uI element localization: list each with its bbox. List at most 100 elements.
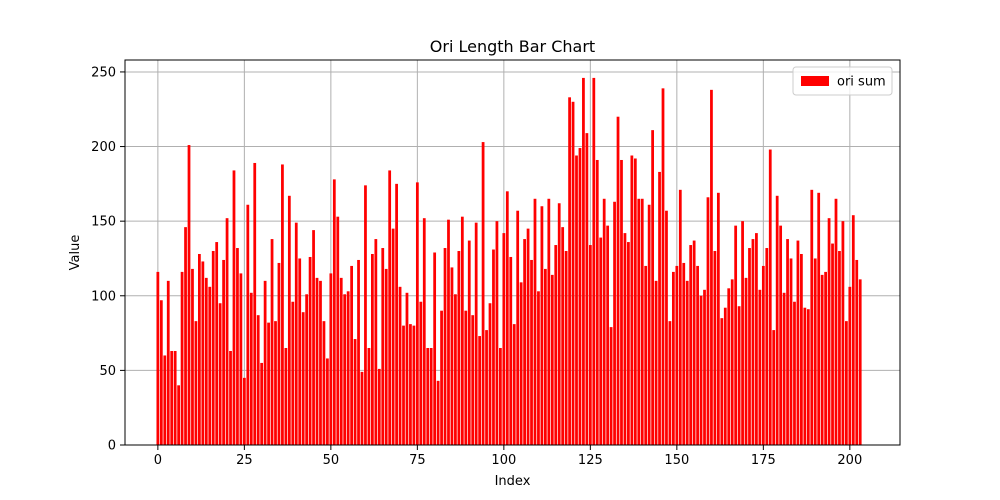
bar xyxy=(689,245,693,445)
bar xyxy=(315,277,319,445)
bar xyxy=(779,225,783,445)
bar xyxy=(782,292,786,445)
bar xyxy=(526,228,530,445)
bar xyxy=(291,301,295,445)
bar xyxy=(329,273,333,445)
bar xyxy=(166,280,170,445)
bar xyxy=(537,291,540,445)
bar xyxy=(793,301,796,445)
bar xyxy=(253,162,257,445)
y-tick-label: 150 xyxy=(91,215,116,230)
bar xyxy=(692,240,696,445)
bar xyxy=(159,300,163,445)
bar xyxy=(696,265,699,445)
bar xyxy=(533,198,537,445)
bar xyxy=(256,315,260,445)
bar xyxy=(377,368,381,445)
bar xyxy=(658,171,661,445)
bar xyxy=(218,303,222,445)
bar xyxy=(588,245,592,445)
bar xyxy=(730,279,734,445)
bar xyxy=(627,242,630,445)
bar xyxy=(346,291,350,445)
x-tick-label: 25 xyxy=(236,453,253,468)
legend-label: ori sum xyxy=(837,75,886,90)
bars xyxy=(156,77,862,446)
bar xyxy=(239,273,243,445)
bar xyxy=(661,88,665,445)
y-axis-label: Value xyxy=(68,235,83,271)
x-tick-label: 200 xyxy=(837,453,862,468)
bar xyxy=(447,219,450,445)
bar xyxy=(339,277,343,445)
x-tick-label: 175 xyxy=(751,453,776,468)
bar xyxy=(810,189,814,445)
bar xyxy=(415,182,419,446)
bar xyxy=(530,259,533,445)
bar xyxy=(734,225,738,445)
bar xyxy=(841,221,845,445)
bar xyxy=(543,268,547,445)
bar xyxy=(748,248,751,445)
bar xyxy=(184,227,187,445)
bar xyxy=(322,321,326,445)
bar xyxy=(758,289,762,445)
bar xyxy=(177,385,181,445)
bar xyxy=(204,277,208,445)
bar xyxy=(654,280,658,445)
bar xyxy=(827,218,831,445)
bar xyxy=(716,192,720,445)
bar xyxy=(585,133,589,445)
bar xyxy=(671,271,675,445)
legend: ori sum xyxy=(792,66,893,96)
bar xyxy=(201,261,205,445)
bar xyxy=(547,198,551,445)
bar xyxy=(554,245,558,445)
bar xyxy=(741,221,744,445)
bar xyxy=(301,312,305,445)
bar xyxy=(765,248,769,445)
bar xyxy=(675,265,679,445)
bar xyxy=(281,164,284,445)
bar xyxy=(851,215,855,445)
bar xyxy=(499,348,502,445)
bar xyxy=(488,303,492,445)
bar xyxy=(820,274,824,445)
bar xyxy=(274,321,277,445)
bar xyxy=(755,233,758,445)
bar xyxy=(568,97,571,445)
x-tick-label: 125 xyxy=(578,453,603,468)
bar xyxy=(370,253,374,445)
bar xyxy=(637,198,641,445)
bar xyxy=(319,280,322,445)
bar xyxy=(595,159,599,445)
bar xyxy=(848,286,852,445)
x-tick-label: 150 xyxy=(664,453,689,468)
bar xyxy=(402,325,405,445)
bar xyxy=(665,210,668,445)
bar xyxy=(630,155,634,445)
legend-swatch xyxy=(801,76,829,86)
bar xyxy=(170,350,174,445)
bar xyxy=(440,310,443,445)
bar xyxy=(806,309,810,445)
bar xyxy=(180,271,184,445)
bar xyxy=(789,258,793,445)
bar xyxy=(246,204,250,445)
bar xyxy=(668,321,672,445)
bar xyxy=(834,198,838,445)
bar xyxy=(855,259,859,445)
bar xyxy=(678,189,682,445)
bar xyxy=(772,330,776,445)
bar xyxy=(502,233,506,445)
bar xyxy=(388,170,392,445)
bar xyxy=(211,251,215,445)
bar xyxy=(429,348,433,445)
bar xyxy=(505,191,509,445)
bar xyxy=(277,262,281,445)
bar xyxy=(602,198,606,445)
bar xyxy=(564,251,568,445)
legend-box xyxy=(792,66,893,96)
plot-frame xyxy=(124,59,901,446)
bar xyxy=(727,288,731,445)
